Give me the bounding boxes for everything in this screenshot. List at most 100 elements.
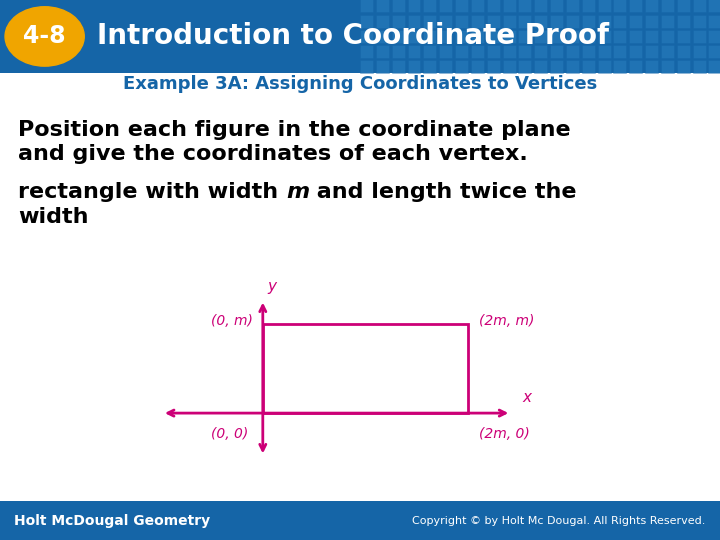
Bar: [708, 30, 720, 43]
Bar: [582, 30, 595, 43]
Bar: [661, 60, 674, 73]
Bar: [503, 60, 516, 73]
Text: Copyright © by Holt Mc Dougal. All Rights Reserved.: Copyright © by Holt Mc Dougal. All Right…: [413, 516, 706, 525]
Bar: [661, 45, 674, 58]
Text: width: width: [18, 207, 89, 227]
Bar: [376, 45, 389, 58]
Bar: [455, 60, 468, 73]
Bar: [645, 60, 658, 73]
Bar: [471, 30, 484, 43]
Bar: [534, 60, 547, 73]
Bar: [677, 0, 690, 12]
Bar: [518, 60, 531, 73]
Bar: [582, 0, 595, 12]
Text: rectangle with width m: rectangle with width m: [18, 181, 309, 202]
Bar: [677, 45, 690, 58]
Text: y: y: [267, 279, 276, 294]
Bar: [677, 30, 690, 43]
Text: 4-8: 4-8: [23, 24, 66, 49]
Bar: [408, 30, 420, 43]
Bar: [693, 60, 706, 73]
Bar: [534, 30, 547, 43]
Bar: [392, 45, 405, 58]
Bar: [550, 0, 563, 12]
Bar: [582, 45, 595, 58]
Text: (2m, 0): (2m, 0): [479, 427, 529, 441]
Text: rectangle with width: rectangle with width: [18, 181, 286, 202]
Bar: [471, 0, 484, 12]
Bar: [708, 15, 720, 28]
Bar: [613, 15, 626, 28]
Bar: [708, 45, 720, 58]
Bar: [487, 60, 500, 73]
Bar: [566, 0, 579, 12]
Bar: [360, 60, 373, 73]
Bar: [423, 30, 436, 43]
Bar: [598, 30, 611, 43]
Bar: [392, 0, 405, 12]
Bar: [629, 60, 642, 73]
Bar: [693, 45, 706, 58]
Bar: [550, 45, 563, 58]
Bar: [645, 30, 658, 43]
Bar: [645, 45, 658, 58]
Bar: [503, 15, 516, 28]
Bar: [455, 15, 468, 28]
Text: Example 3A: Assigning Coordinates to Vertices: Example 3A: Assigning Coordinates to Ver…: [123, 75, 597, 93]
Bar: [677, 15, 690, 28]
Text: Position each figure in the coordinate plane: Position each figure in the coordinate p…: [18, 119, 571, 140]
Bar: [392, 30, 405, 43]
Bar: [360, 15, 373, 28]
Bar: [471, 60, 484, 73]
Bar: [471, 15, 484, 28]
Circle shape: [5, 6, 84, 66]
Bar: [661, 0, 674, 12]
Bar: [708, 0, 720, 12]
Bar: [376, 0, 389, 12]
Bar: [360, 45, 373, 58]
Text: and give the coordinates of each vertex.: and give the coordinates of each vertex.: [18, 144, 528, 164]
Bar: [0, 501, 720, 540]
Bar: [661, 15, 674, 28]
Bar: [408, 60, 420, 73]
Bar: [392, 15, 405, 28]
Text: Holt McDougal Geometry: Holt McDougal Geometry: [14, 514, 210, 528]
Bar: [455, 30, 468, 43]
Bar: [661, 30, 674, 43]
Bar: [613, 0, 626, 12]
Bar: [503, 45, 516, 58]
Bar: [439, 0, 452, 12]
Bar: [455, 0, 468, 12]
Bar: [518, 15, 531, 28]
Bar: [613, 45, 626, 58]
Bar: [693, 30, 706, 43]
Bar: [629, 30, 642, 43]
Bar: [566, 45, 579, 58]
Bar: [566, 30, 579, 43]
Bar: [550, 60, 563, 73]
Bar: [423, 60, 436, 73]
Bar: [392, 60, 405, 73]
Text: (0, 0): (0, 0): [211, 427, 248, 441]
Bar: [455, 45, 468, 58]
Bar: [550, 15, 563, 28]
Bar: [708, 60, 720, 73]
Bar: [360, 30, 373, 43]
Bar: [598, 60, 611, 73]
Text: m: m: [286, 181, 309, 202]
Bar: [534, 45, 547, 58]
Bar: [598, 15, 611, 28]
Bar: [598, 0, 611, 12]
Bar: [518, 45, 531, 58]
Bar: [677, 60, 690, 73]
Bar: [503, 30, 516, 43]
Bar: [598, 45, 611, 58]
Bar: [518, 0, 531, 12]
Bar: [471, 45, 484, 58]
Bar: [360, 0, 373, 12]
Text: x: x: [523, 390, 531, 406]
Bar: [439, 45, 452, 58]
Bar: [629, 15, 642, 28]
Bar: [439, 15, 452, 28]
Bar: [487, 0, 500, 12]
